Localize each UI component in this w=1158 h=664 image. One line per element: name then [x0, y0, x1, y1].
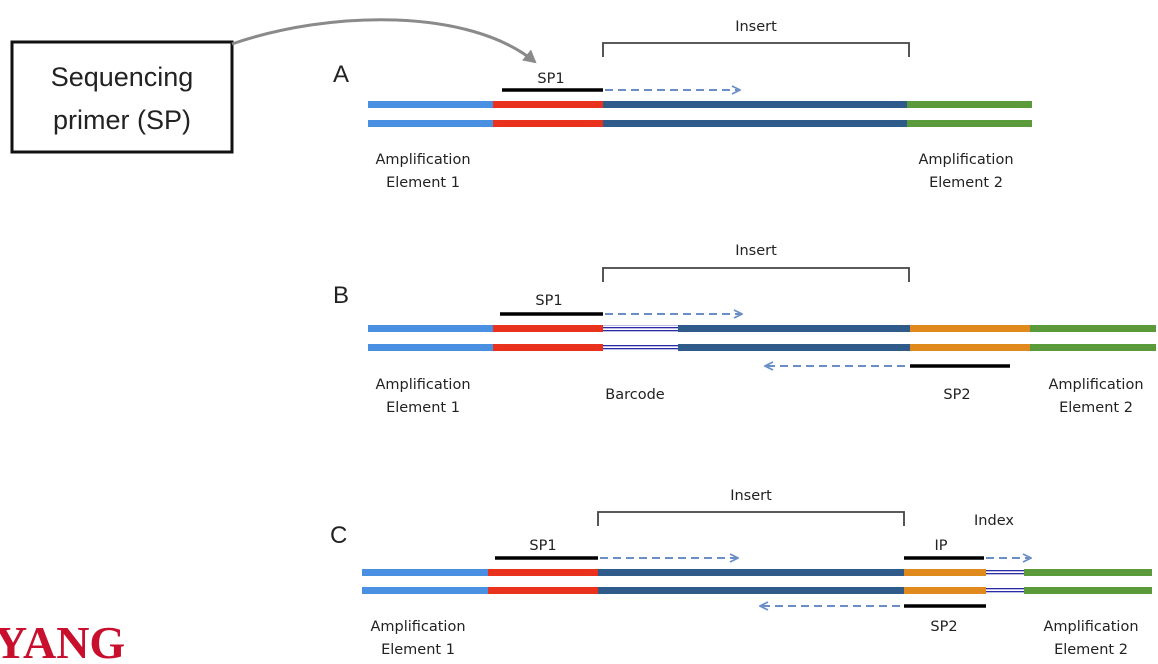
ip-label: IP [934, 538, 947, 554]
element2-segment [907, 120, 1032, 127]
strand-bottom [362, 587, 1152, 594]
element1-segment [362, 569, 488, 576]
element1-label-line1: Amplification [375, 377, 470, 393]
element1-segment [362, 587, 488, 594]
element1-segment [368, 344, 493, 351]
element1-label-line2: Element 1 [386, 400, 460, 416]
sp1-segment [493, 344, 603, 351]
yang-logo: YANG [0, 617, 125, 664]
barcode-label: Barcode [605, 387, 665, 403]
panel-b: B Insert SP1 Amplification Element 1 Bar… [333, 243, 1156, 416]
strand-bottom [368, 344, 1156, 351]
sp2-segment [910, 325, 1030, 332]
sp2-segment [904, 587, 986, 594]
insert-label: Insert [735, 19, 777, 35]
panel-label-a: A [333, 61, 349, 88]
insert-label: Insert [730, 488, 772, 504]
insert-segment [598, 587, 904, 594]
element1-label-line1: Amplification [370, 619, 465, 635]
callout-line-2: primer (SP) [53, 105, 191, 135]
element2-segment [1030, 325, 1156, 332]
panel-label-c: C [330, 522, 347, 549]
sp1-segment [488, 569, 598, 576]
insert-segment [603, 120, 907, 127]
panel-label-b: B [333, 282, 349, 309]
element2-label-line1: Amplification [918, 152, 1013, 168]
element2-label-line2: Element 2 [1054, 642, 1128, 658]
element2-label-line2: Element 2 [929, 175, 1003, 191]
element2-segment [1024, 587, 1152, 594]
callout-line-1: Sequencing [51, 62, 194, 92]
panel-a: A Insert SP1 Amplification Element 1 Amp… [333, 19, 1032, 191]
insert-bracket [597, 511, 905, 526]
insert-bracket [602, 42, 910, 57]
sp1-segment [493, 101, 603, 108]
element1-label-line1: Amplification [375, 152, 470, 168]
panel-c: C Insert Index SP1 IP Amplification E [330, 488, 1152, 658]
strand-top [368, 101, 1032, 108]
index-segment [986, 569, 1024, 576]
element1-label-line2: Element 1 [381, 642, 455, 658]
insert-segment [678, 325, 910, 332]
element2-label-line1: Amplification [1048, 377, 1143, 393]
sp1-label: SP1 [537, 71, 564, 87]
callout-box [10, 40, 234, 154]
insert-label: Insert [735, 243, 777, 259]
element2-segment [907, 101, 1032, 108]
sp2-segment [904, 569, 986, 576]
strand-top [368, 325, 1156, 332]
insert-bracket [602, 267, 910, 282]
element1-label-line2: Element 1 [386, 175, 460, 191]
sp1-label: SP1 [529, 538, 556, 554]
callout-pointer-arrow [231, 18, 537, 64]
strand-bottom [368, 120, 1032, 127]
sp1-segment [493, 120, 603, 127]
index-segment [986, 587, 1024, 594]
sp1-segment [493, 325, 603, 332]
element1-segment [368, 120, 493, 127]
index-label: Index [974, 513, 1014, 529]
element2-label-line2: Element 2 [1059, 400, 1133, 416]
barcode-segment [603, 325, 678, 332]
element2-segment [1024, 569, 1152, 576]
element1-segment [368, 325, 493, 332]
sp1-label: SP1 [535, 293, 562, 309]
sp2-label: SP2 [943, 387, 970, 403]
sequencing-primer-callout: Sequencing primer (SP) [10, 40, 234, 154]
sp2-segment [910, 344, 1030, 351]
insert-segment [598, 569, 904, 576]
strand-top [362, 569, 1152, 576]
element2-label-line1: Amplification [1043, 619, 1138, 635]
sp2-label: SP2 [930, 619, 957, 635]
element2-segment [1030, 344, 1156, 351]
insert-segment [603, 101, 907, 108]
sp1-segment [488, 587, 598, 594]
insert-segment [678, 344, 910, 351]
element1-segment [368, 101, 493, 108]
barcode-segment [603, 344, 678, 351]
